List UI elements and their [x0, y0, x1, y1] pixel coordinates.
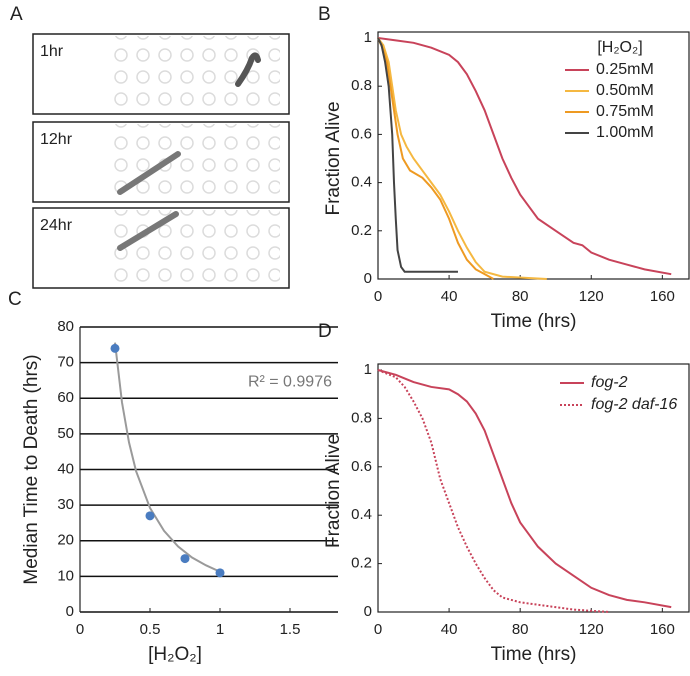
x-tick-label: 0.5 — [140, 621, 161, 638]
data-point — [215, 568, 225, 578]
y-axis-label: Fraction Alive — [323, 434, 344, 548]
y-tick-label: 0 — [364, 270, 372, 287]
legend-label: fog-2 daf-16 — [591, 396, 677, 413]
y-tick-label: 50 — [57, 425, 74, 442]
y-tick-label: 0 — [364, 603, 372, 620]
panel-letter: B — [318, 4, 331, 25]
y-tick-label: 0.4 — [351, 506, 372, 523]
data-point — [180, 554, 190, 564]
y-tick-label: 0.6 — [351, 125, 372, 142]
x-tick-label: 40 — [441, 288, 458, 305]
x-tick-label: 1.5 — [280, 621, 301, 638]
legend-label: 0.75mM — [596, 103, 654, 120]
x-tick-label: 0 — [374, 288, 382, 305]
y-tick-label: 0.8 — [351, 77, 372, 94]
legend-label: 0.25mM — [596, 61, 654, 78]
y-tick-label: 0.4 — [351, 174, 372, 191]
x-tick-label: 40 — [441, 621, 458, 638]
x-tick-label: 160 — [650, 288, 675, 305]
annotation: R² = 0.9976 — [248, 373, 332, 390]
y-tick-label: 1 — [364, 361, 372, 378]
data-point — [145, 511, 155, 521]
legend-title: [H₂O₂] — [597, 39, 642, 56]
y-tick-label: 0.2 — [351, 555, 372, 572]
x-tick-label: 80 — [512, 288, 529, 305]
survival-curve — [377, 37, 672, 276]
x-axis-label: Time (hrs) — [491, 644, 577, 665]
image-label: 12hr — [40, 131, 73, 148]
y-axis-label: Median Time to Death (hrs) — [21, 354, 42, 584]
image-label: 24hr — [40, 217, 73, 234]
x-tick-label: 0 — [374, 621, 382, 638]
y-tick-label: 10 — [57, 567, 74, 584]
y-axis-label: Fraction Alive — [323, 101, 344, 215]
panel-letter: C — [8, 289, 22, 310]
fit-curve — [114, 342, 225, 575]
x-tick-label: 120 — [579, 288, 604, 305]
survival-curve — [377, 37, 494, 280]
x-tick-label: 120 — [579, 621, 604, 638]
survival-curve — [377, 369, 672, 609]
y-tick-label: 20 — [57, 532, 74, 549]
x-tick-label: 1 — [216, 621, 224, 638]
y-tick-label: 60 — [57, 389, 74, 406]
legend-label: 0.50mM — [596, 82, 654, 99]
survival-curve — [377, 37, 547, 280]
legend-label: fog-2 — [591, 374, 628, 391]
y-tick-label: 0.8 — [351, 409, 372, 426]
y-tick-label: 70 — [57, 354, 74, 371]
x-tick-label: 80 — [512, 621, 529, 638]
x-axis-label: [H₂O₂] — [148, 644, 202, 665]
y-tick-label: 30 — [57, 496, 74, 513]
y-tick-label: 80 — [57, 318, 74, 335]
x-axis-label: Time (hrs) — [491, 311, 577, 332]
image-label: 1hr — [40, 43, 64, 60]
y-tick-label: 0.6 — [351, 458, 372, 475]
image-panel: 1hr 12hr 24hr — [32, 33, 290, 289]
panel-letter: A — [10, 4, 23, 25]
panel-letter: D — [318, 321, 332, 342]
legend-label: 1.00mM — [596, 124, 654, 141]
y-tick-label: 0 — [66, 603, 74, 620]
x-tick-label: 160 — [650, 621, 675, 638]
y-tick-label: 1 — [364, 29, 372, 46]
survival-curve — [377, 369, 610, 613]
survival-curve — [377, 37, 458, 273]
x-tick-label: 0 — [76, 621, 84, 638]
plot-frame — [377, 363, 690, 613]
y-tick-label: 40 — [57, 460, 74, 477]
data-point — [110, 343, 120, 353]
y-tick-label: 0.2 — [351, 222, 372, 239]
